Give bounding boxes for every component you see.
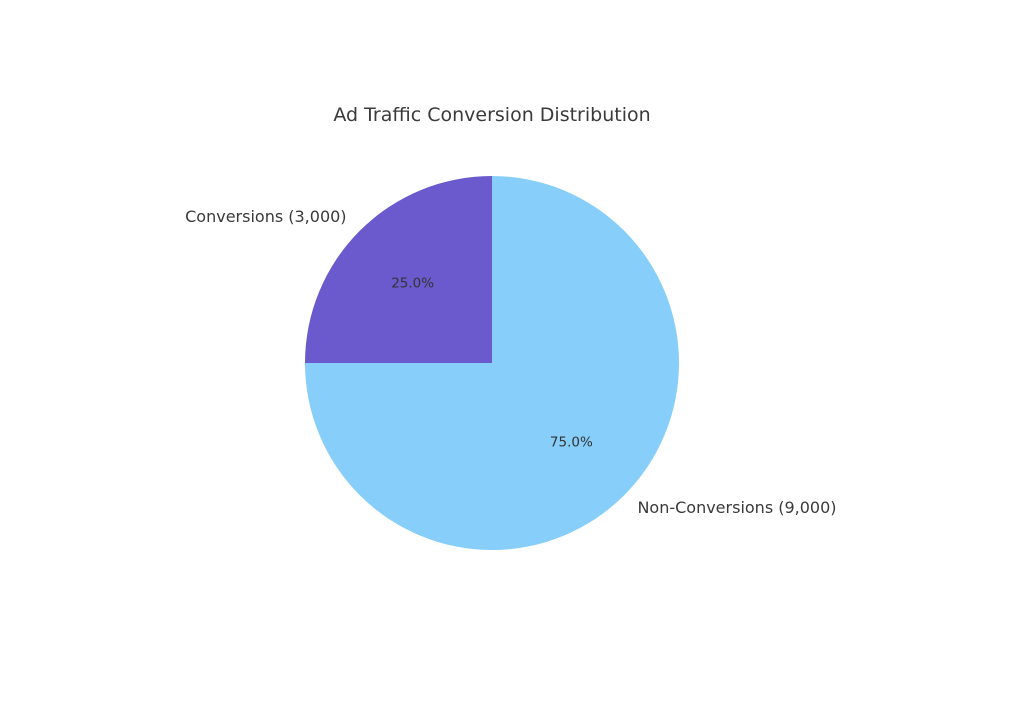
chart-title: Ad Traffic Conversion Distribution (333, 104, 650, 126)
pie-slice-non-conversions (305, 176, 679, 550)
pie-slice-conversions (305, 176, 492, 363)
slice-label-non-conversions: Non-Conversions (9,000) (637, 498, 836, 517)
slice-label-conversions: Conversions (3,000) (185, 207, 346, 226)
percent-label-conversions: 25.0% (391, 276, 434, 292)
percent-label-non-conversions: 75.0% (550, 434, 593, 450)
pie-slices (305, 176, 679, 550)
pie-labels: Conversions (3,000) 25.0% Non-Conversions … (185, 207, 836, 517)
